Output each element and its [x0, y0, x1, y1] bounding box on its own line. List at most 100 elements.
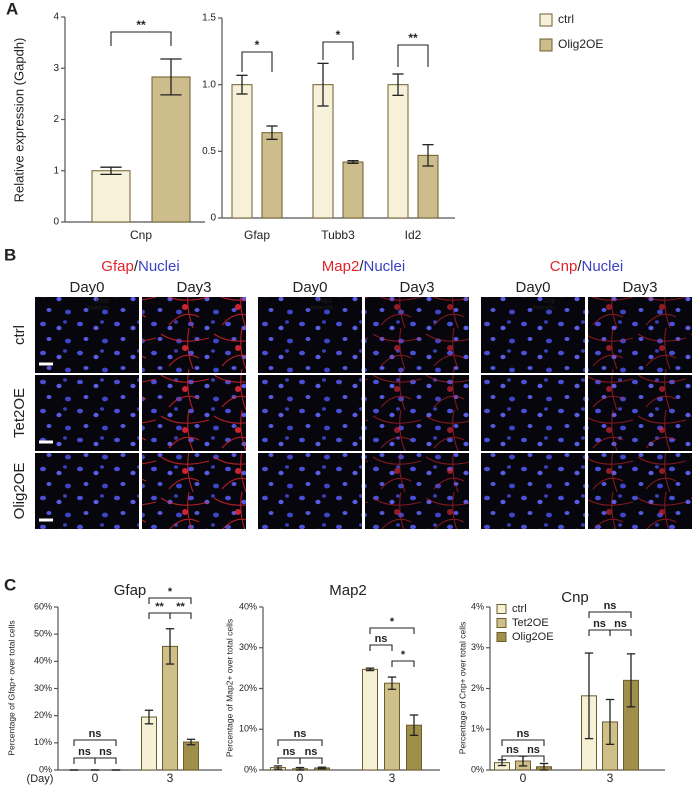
error-bar: [584, 652, 594, 740]
error-bar: [236, 74, 248, 95]
day-label: Day3: [622, 279, 657, 296]
row-label: ctrl: [11, 325, 28, 345]
significance-label: ns: [89, 728, 102, 740]
significance-label: ns: [604, 600, 617, 612]
y-tick-label: 60%: [34, 601, 52, 611]
significance-bracket: [148, 597, 192, 604]
legend-swatch: [496, 604, 507, 614]
chart-title: Cnp: [561, 589, 589, 606]
micrograph-signal: [588, 375, 692, 451]
significance-bracket: [322, 41, 354, 60]
error-bar: [605, 698, 615, 745]
micrograph-signal: [142, 297, 246, 373]
inset-label: Hoeschi: [533, 306, 555, 312]
y-axis-label: Percentage of Map2+ over total cells: [224, 619, 234, 757]
significance-bracket: [588, 611, 632, 618]
day-label: Day0: [292, 279, 327, 296]
y-tick-label: 2: [53, 114, 59, 125]
bar: [91, 170, 131, 223]
day-label: Day3: [399, 279, 434, 296]
inset-label: Hoeschi: [87, 306, 109, 312]
significance-bracket: [609, 629, 632, 636]
micrograph: [35, 375, 139, 451]
significance-bracket: [369, 644, 393, 651]
error-bar: [317, 766, 327, 770]
inset-label: Map2: [317, 299, 333, 305]
micrograph: [35, 453, 139, 529]
x-axis-label: (Day): [27, 773, 54, 785]
x-tick-label: Tubb3: [321, 228, 355, 242]
legend-label: Olig2OE: [558, 37, 603, 51]
significance-label: **: [155, 601, 164, 613]
y-tick-label: 0: [53, 217, 59, 228]
y-tick-label: 20%: [34, 710, 52, 720]
y-tick-label: 0: [210, 213, 216, 224]
significance-label: *: [401, 649, 406, 661]
significance-label: ns: [78, 746, 91, 758]
error-bar: [387, 676, 397, 690]
y-tick-label: 10%: [239, 724, 257, 734]
y-axis-label: Relative expression (Gapdh): [11, 38, 26, 203]
y-tick-label: 4%: [471, 601, 484, 611]
y-tick-label: 50%: [34, 629, 52, 639]
significance-bracket: [241, 51, 273, 72]
error-bar: [100, 166, 122, 175]
bar: [261, 132, 283, 219]
significance-label: ns: [517, 728, 530, 740]
micrograph: [258, 453, 362, 529]
significance-label: ns: [506, 744, 519, 756]
significance-label: **: [176, 601, 185, 613]
x-tick-label: 3: [607, 771, 614, 785]
micrograph-signal: [588, 453, 692, 529]
significance-label: *: [168, 586, 173, 598]
marker-name: Gfap: [101, 258, 134, 275]
significance-label: ns: [283, 746, 296, 758]
y-tick-label: 0.5: [202, 146, 216, 157]
x-tick-label: Gfap: [244, 228, 270, 242]
micrograph: [481, 297, 585, 373]
legend-swatch: [539, 38, 553, 52]
significance-bracket: [169, 612, 192, 619]
y-tick-label: 0%: [471, 764, 484, 774]
legend-swatch: [496, 618, 507, 628]
y-tick-label: 1%: [471, 724, 484, 734]
micrograph: [35, 297, 139, 373]
significance-bracket: [277, 757, 301, 764]
day-label: Day3: [176, 279, 211, 296]
significance-bracket: [110, 31, 172, 46]
significance-bracket: [94, 757, 117, 764]
legend-swatch: [496, 632, 507, 642]
panel-label: C: [4, 575, 16, 594]
y-tick-label: 0%: [244, 764, 257, 774]
bar: [362, 668, 378, 771]
error-bar: [266, 125, 278, 140]
x-tick-label: Cnp: [130, 228, 152, 242]
error-bar: [165, 628, 175, 665]
bar: [183, 741, 199, 771]
micrograph: [481, 453, 585, 529]
error-bar: [392, 73, 404, 96]
y-tick-label: 20%: [239, 683, 257, 693]
significance-label: ns: [305, 746, 318, 758]
legend-label: Tet2OE: [512, 617, 549, 629]
bar: [342, 161, 364, 219]
significance-label: ns: [294, 728, 307, 740]
significance-bracket: [73, 739, 117, 746]
inset-label: Hoeschi: [310, 306, 332, 312]
y-tick-label: 3%: [471, 642, 484, 652]
micrograph-signal: [142, 453, 246, 529]
error-bar: [186, 738, 196, 746]
significance-bracket: [391, 660, 415, 667]
y-tick-label: 1.5: [202, 13, 216, 24]
significance-bracket: [148, 612, 171, 619]
x-tick-label: 0: [297, 771, 304, 785]
error-bar: [347, 160, 359, 164]
significance-label: *: [255, 38, 260, 52]
significance-bracket: [501, 739, 545, 746]
bar: [387, 84, 409, 219]
marker-name: Cnp: [550, 258, 578, 275]
chart-title: Gfap: [114, 582, 147, 599]
error-bar: [626, 653, 636, 708]
